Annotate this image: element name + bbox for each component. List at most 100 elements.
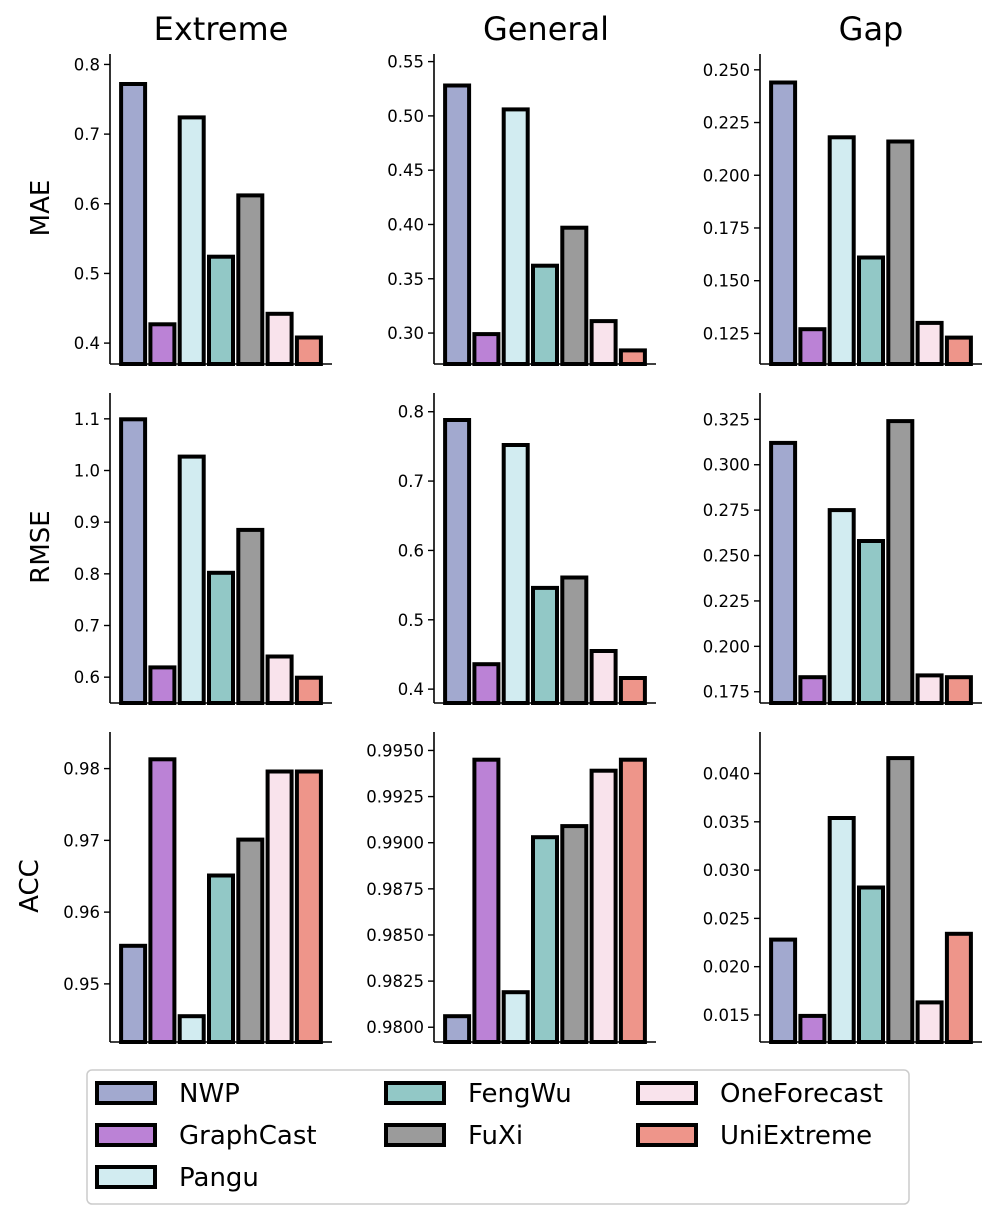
- y-tick-label: 1.1: [74, 410, 100, 429]
- bar-graphcast: [148, 322, 177, 366]
- bar-graphcast: [148, 757, 177, 1044]
- y-tick-label: 0.5: [398, 611, 424, 630]
- y-tick-label: 0.6: [398, 541, 424, 560]
- bar-graphcast: [472, 757, 501, 1044]
- bar-graphcast: [798, 1013, 827, 1045]
- column-title-gap: Gap: [839, 10, 904, 48]
- bar-pangu: [177, 454, 206, 705]
- bar-fuxi: [236, 527, 265, 706]
- y-tick-label: 0.125: [703, 324, 750, 343]
- bar-fuxi: [886, 419, 915, 705]
- bar-graphcast: [798, 675, 827, 706]
- bar-nwp: [769, 937, 798, 1044]
- bar-oneforecast: [265, 769, 294, 1044]
- y-tick-label: 0.7: [398, 472, 424, 491]
- legend-item-graphcast: GraphCast: [95, 1121, 317, 1151]
- y-tick-label: 1.0: [74, 462, 100, 481]
- bar-fuxi: [886, 756, 915, 1044]
- y-tick-label: 0.55: [387, 53, 424, 72]
- y-tick-label: 0.98: [63, 760, 100, 779]
- bar-pangu: [501, 990, 530, 1045]
- bar-fengwu: [857, 255, 885, 366]
- panel-mae-gap: 0.125 0.150 0.175 0.200 0.225 0.250: [703, 54, 982, 367]
- y-tick-label: 0.300: [703, 456, 750, 475]
- bar-graphcast: [798, 327, 827, 367]
- bar-fuxi: [560, 824, 589, 1044]
- axes: 0.30 0.35 0.40 0.45 0.50 0.55: [387, 53, 656, 365]
- bar-oneforecast: [915, 673, 944, 706]
- bar-nwp: [443, 1014, 472, 1045]
- bar-oneforecast: [589, 768, 618, 1044]
- bar-fuxi: [886, 139, 915, 366]
- y-tick-label: 0.9900: [366, 834, 424, 853]
- axes: 0.175 0.200 0.225 0.250 0.275 0.300 0.325: [703, 393, 982, 704]
- bar-oneforecast: [915, 320, 944, 366]
- legend-swatch: [95, 1165, 157, 1189]
- legend-item-fuxi: FuXi: [384, 1121, 523, 1151]
- legend-label: Pangu: [179, 1163, 259, 1193]
- bar-uniextreme: [294, 675, 323, 706]
- legend-swatch: [636, 1081, 698, 1105]
- bar-oneforecast: [589, 319, 618, 367]
- axes: 0.95 0.96 0.97 0.98: [63, 732, 332, 1043]
- legend-swatch: [384, 1123, 446, 1147]
- panel-mae-extreme: 0.4 0.5 0.6 0.7 0.8: [74, 54, 332, 367]
- bar-fengwu: [531, 835, 559, 1045]
- bar-pangu: [827, 816, 856, 1044]
- axes: 0.9800 0.9825 0.9850 0.9875 0.9900 0.9925 0.99…: [366, 732, 656, 1043]
- y-tick-label: 0.040: [703, 765, 750, 784]
- legend-swatch: [95, 1081, 157, 1105]
- y-tick-label: 0.8: [74, 55, 100, 74]
- bar-uniextreme: [944, 335, 973, 367]
- bar-uniextreme: [618, 757, 647, 1044]
- y-tick-label: 0.9: [74, 513, 100, 532]
- panel-acc-extreme: 0.95 0.96 0.97 0.98: [63, 732, 332, 1045]
- axes: 0.6 0.7 0.8 0.9 1.0 1.1: [74, 393, 332, 704]
- bar-fengwu: [207, 570, 235, 705]
- bar-fengwu: [207, 254, 235, 367]
- y-tick-label: 0.030: [703, 861, 750, 880]
- y-tick-label: 0.30: [387, 324, 424, 343]
- bar-fuxi: [560, 225, 589, 366]
- y-tick-label: 0.5: [74, 264, 100, 283]
- bar-uniextreme: [294, 769, 323, 1044]
- bar-uniextreme: [618, 676, 647, 705]
- bar-fengwu: [531, 585, 559, 706]
- bar-pangu: [501, 107, 530, 367]
- legend-item-pangu: Pangu: [95, 1163, 259, 1193]
- legend-swatch: [636, 1123, 698, 1147]
- panel-rmse-general: 0.4 0.5 0.6 0.7 0.8: [398, 393, 656, 706]
- bar-pangu: [177, 115, 206, 367]
- y-tick-label: 0.9925: [366, 788, 424, 807]
- panel-rmse-extreme: 0.6 0.7 0.8 0.9 1.0 1.1: [74, 393, 332, 706]
- legend-swatch: [384, 1081, 446, 1105]
- y-tick-label: 0.7: [74, 617, 100, 636]
- bar-graphcast: [472, 332, 501, 367]
- bar-oneforecast: [265, 654, 294, 705]
- bar-graphcast: [148, 665, 177, 706]
- bar-oneforecast: [589, 649, 618, 705]
- panel-rmse-gap: 0.175 0.200 0.225 0.250 0.275 0.300 0.325: [703, 393, 982, 706]
- column-titles: Extreme General Gap: [154, 10, 904, 48]
- row-label-mae: MAE: [26, 180, 56, 237]
- legend-item-uniextreme: UniExtreme: [636, 1121, 872, 1151]
- row-label-rmse: RMSE: [26, 510, 56, 583]
- bar-uniextreme: [944, 931, 973, 1044]
- legend-item-fengwu: FengWu: [384, 1079, 572, 1109]
- y-tick-label: 0.250: [703, 547, 750, 566]
- y-tick-label: 0.225: [703, 114, 750, 133]
- y-tick-label: 0.40: [387, 215, 424, 234]
- y-tick-label: 0.9950: [366, 741, 424, 760]
- bar-nwp: [443, 418, 472, 705]
- bar-nwp: [119, 943, 148, 1044]
- y-tick-label: 0.8: [398, 403, 424, 422]
- bar-pangu: [827, 508, 856, 705]
- y-tick-label: 0.175: [703, 219, 750, 238]
- bar-fuxi: [236, 193, 265, 366]
- bar-fengwu: [857, 885, 885, 1044]
- bar-nwp: [443, 83, 472, 366]
- bar-graphcast: [472, 662, 501, 706]
- legend-label: FuXi: [468, 1121, 523, 1151]
- y-tick-label: 0.7: [74, 125, 100, 144]
- row-labels: MAE RMSE ACC: [15, 180, 56, 913]
